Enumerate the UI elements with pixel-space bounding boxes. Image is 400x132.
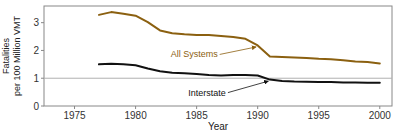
series-label: Interstate: [188, 88, 226, 98]
chart: 0 1 2 3 1975 1980 1985 1990 1995 2000 Year Fataliti…: [0, 0, 400, 132]
x-tick-label: 2000: [369, 110, 392, 121]
y-tick: [41, 106, 44, 107]
x-tick: [135, 106, 136, 109]
y-tick: [41, 22, 44, 23]
y-axis-label-line: per 100 Million VMT: [12, 15, 22, 96]
plot-frame: [44, 6, 392, 106]
x-tick-label: 1990: [247, 110, 270, 121]
x-tick-label: 1995: [308, 110, 331, 121]
x-tick-label: 1975: [63, 110, 86, 121]
annotation-arrow: [228, 81, 269, 93]
annotation-arrow: [220, 47, 257, 55]
x-tick: [196, 106, 197, 109]
y-axis-label: Fatalitiesper 100 Million VMT: [1, 15, 22, 96]
y-tick: [41, 78, 44, 79]
x-axis-label: Year: [208, 121, 229, 132]
x-tick: [257, 106, 258, 109]
y-tick-label: 1: [33, 73, 39, 84]
y-tick: [41, 50, 44, 51]
x-tick: [379, 106, 380, 109]
plot-area: [44, 12, 392, 83]
series-label: All Systems: [171, 49, 219, 59]
x-tick-label: 1985: [186, 110, 209, 121]
x-tick-label: 1980: [124, 110, 147, 121]
x-tick: [318, 106, 319, 109]
y-tick-label: 0: [33, 101, 39, 112]
y-tick-label: 3: [33, 17, 39, 28]
series-line: [99, 64, 380, 83]
y-axis-label-line: Fatalities: [1, 37, 11, 74]
series-line: [99, 12, 380, 63]
reference-line: [44, 78, 392, 79]
y-tick-label: 2: [33, 45, 39, 56]
x-tick: [74, 106, 75, 109]
